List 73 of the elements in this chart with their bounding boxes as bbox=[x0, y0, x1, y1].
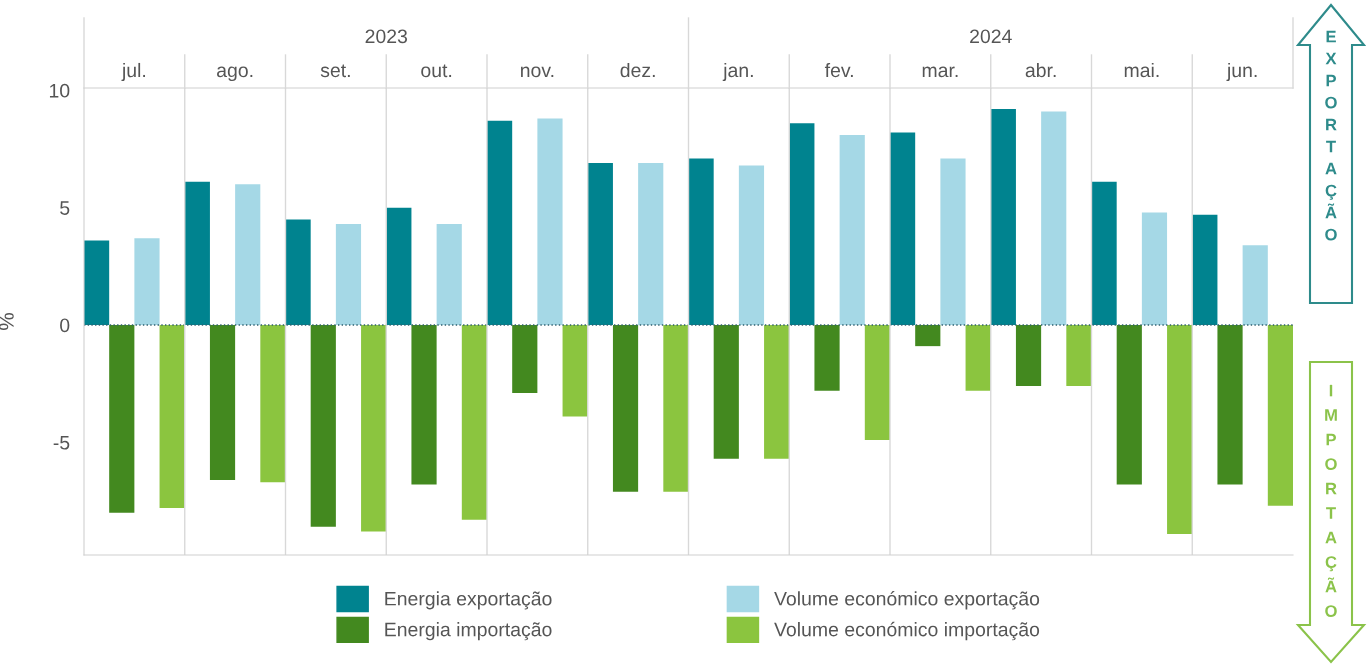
bar bbox=[335, 224, 362, 326]
bar bbox=[688, 158, 714, 326]
legend-label: Energia exportação bbox=[385, 591, 552, 610]
bar bbox=[1167, 325, 1193, 534]
bar bbox=[411, 325, 437, 485]
text: EXPORTAÇÃO bbox=[1325, 30, 1337, 241]
bar bbox=[562, 325, 588, 417]
bar bbox=[260, 325, 286, 483]
x-tick-label: jan. bbox=[722, 62, 753, 82]
bar bbox=[361, 325, 387, 532]
y-tick-label: 0 bbox=[60, 318, 70, 333]
y-tick-label: 10 bbox=[49, 83, 70, 98]
bar bbox=[713, 325, 739, 459]
y-tick-label: -5 bbox=[53, 436, 70, 450]
bar bbox=[1192, 214, 1218, 326]
x-tick-label: ago. bbox=[217, 66, 253, 82]
bar bbox=[1267, 325, 1293, 506]
bar bbox=[814, 325, 840, 391]
x-tick-label: nov. bbox=[521, 66, 554, 78]
bar bbox=[1116, 325, 1142, 485]
bar bbox=[310, 325, 336, 527]
legend-label: Energia importação bbox=[385, 622, 552, 641]
bar bbox=[461, 325, 487, 520]
bar bbox=[587, 163, 613, 326]
bar bbox=[789, 123, 815, 326]
bar bbox=[184, 181, 210, 326]
x-tick-label: mai. bbox=[1124, 62, 1159, 78]
text: 2024 bbox=[970, 29, 1012, 44]
bar bbox=[134, 238, 160, 326]
bar bbox=[436, 224, 462, 326]
bar bbox=[738, 165, 765, 326]
text: IMPORTAÇÃO bbox=[1325, 384, 1337, 617]
bar bbox=[1217, 325, 1243, 485]
bar bbox=[84, 240, 110, 326]
bar bbox=[1015, 325, 1042, 387]
bar bbox=[965, 325, 991, 391]
bar bbox=[839, 134, 865, 326]
bar bbox=[915, 325, 941, 347]
bar bbox=[487, 120, 513, 326]
x-tick-label: dez. bbox=[620, 62, 655, 78]
bar bbox=[512, 325, 538, 394]
bar bbox=[386, 207, 412, 326]
bar bbox=[285, 219, 311, 326]
bar bbox=[990, 109, 1016, 326]
x-tick-label: jun. bbox=[1226, 62, 1257, 82]
legend-label: Volume económico exportação bbox=[774, 591, 1040, 610]
bar bbox=[209, 325, 236, 480]
bar bbox=[1242, 245, 1268, 326]
bar bbox=[1091, 181, 1117, 326]
text: 2023 bbox=[365, 29, 408, 44]
bar bbox=[1066, 325, 1092, 387]
bar bbox=[864, 325, 890, 441]
bar bbox=[1141, 212, 1168, 326]
x-tick-label: set. bbox=[320, 64, 350, 78]
bar bbox=[638, 163, 664, 326]
x-tick-label: abr. bbox=[1025, 62, 1056, 78]
x-tick-label: jul. bbox=[121, 62, 146, 82]
x-tick-label: mar. bbox=[922, 66, 958, 78]
bar bbox=[612, 325, 639, 492]
x-tick-label: out. bbox=[421, 64, 452, 78]
y-axis-title: % bbox=[0, 312, 14, 331]
x-tick-label: fev. bbox=[824, 62, 853, 78]
bar bbox=[159, 325, 185, 509]
bar bbox=[663, 325, 689, 492]
bar bbox=[764, 325, 790, 459]
bar bbox=[235, 184, 261, 326]
bar bbox=[890, 132, 916, 326]
y-tick-label: 5 bbox=[60, 201, 70, 215]
bar bbox=[940, 158, 966, 326]
legend-label: Volume económico importação bbox=[774, 621, 1040, 641]
bar bbox=[537, 118, 563, 326]
bar bbox=[109, 325, 135, 513]
bar bbox=[1041, 111, 1067, 326]
